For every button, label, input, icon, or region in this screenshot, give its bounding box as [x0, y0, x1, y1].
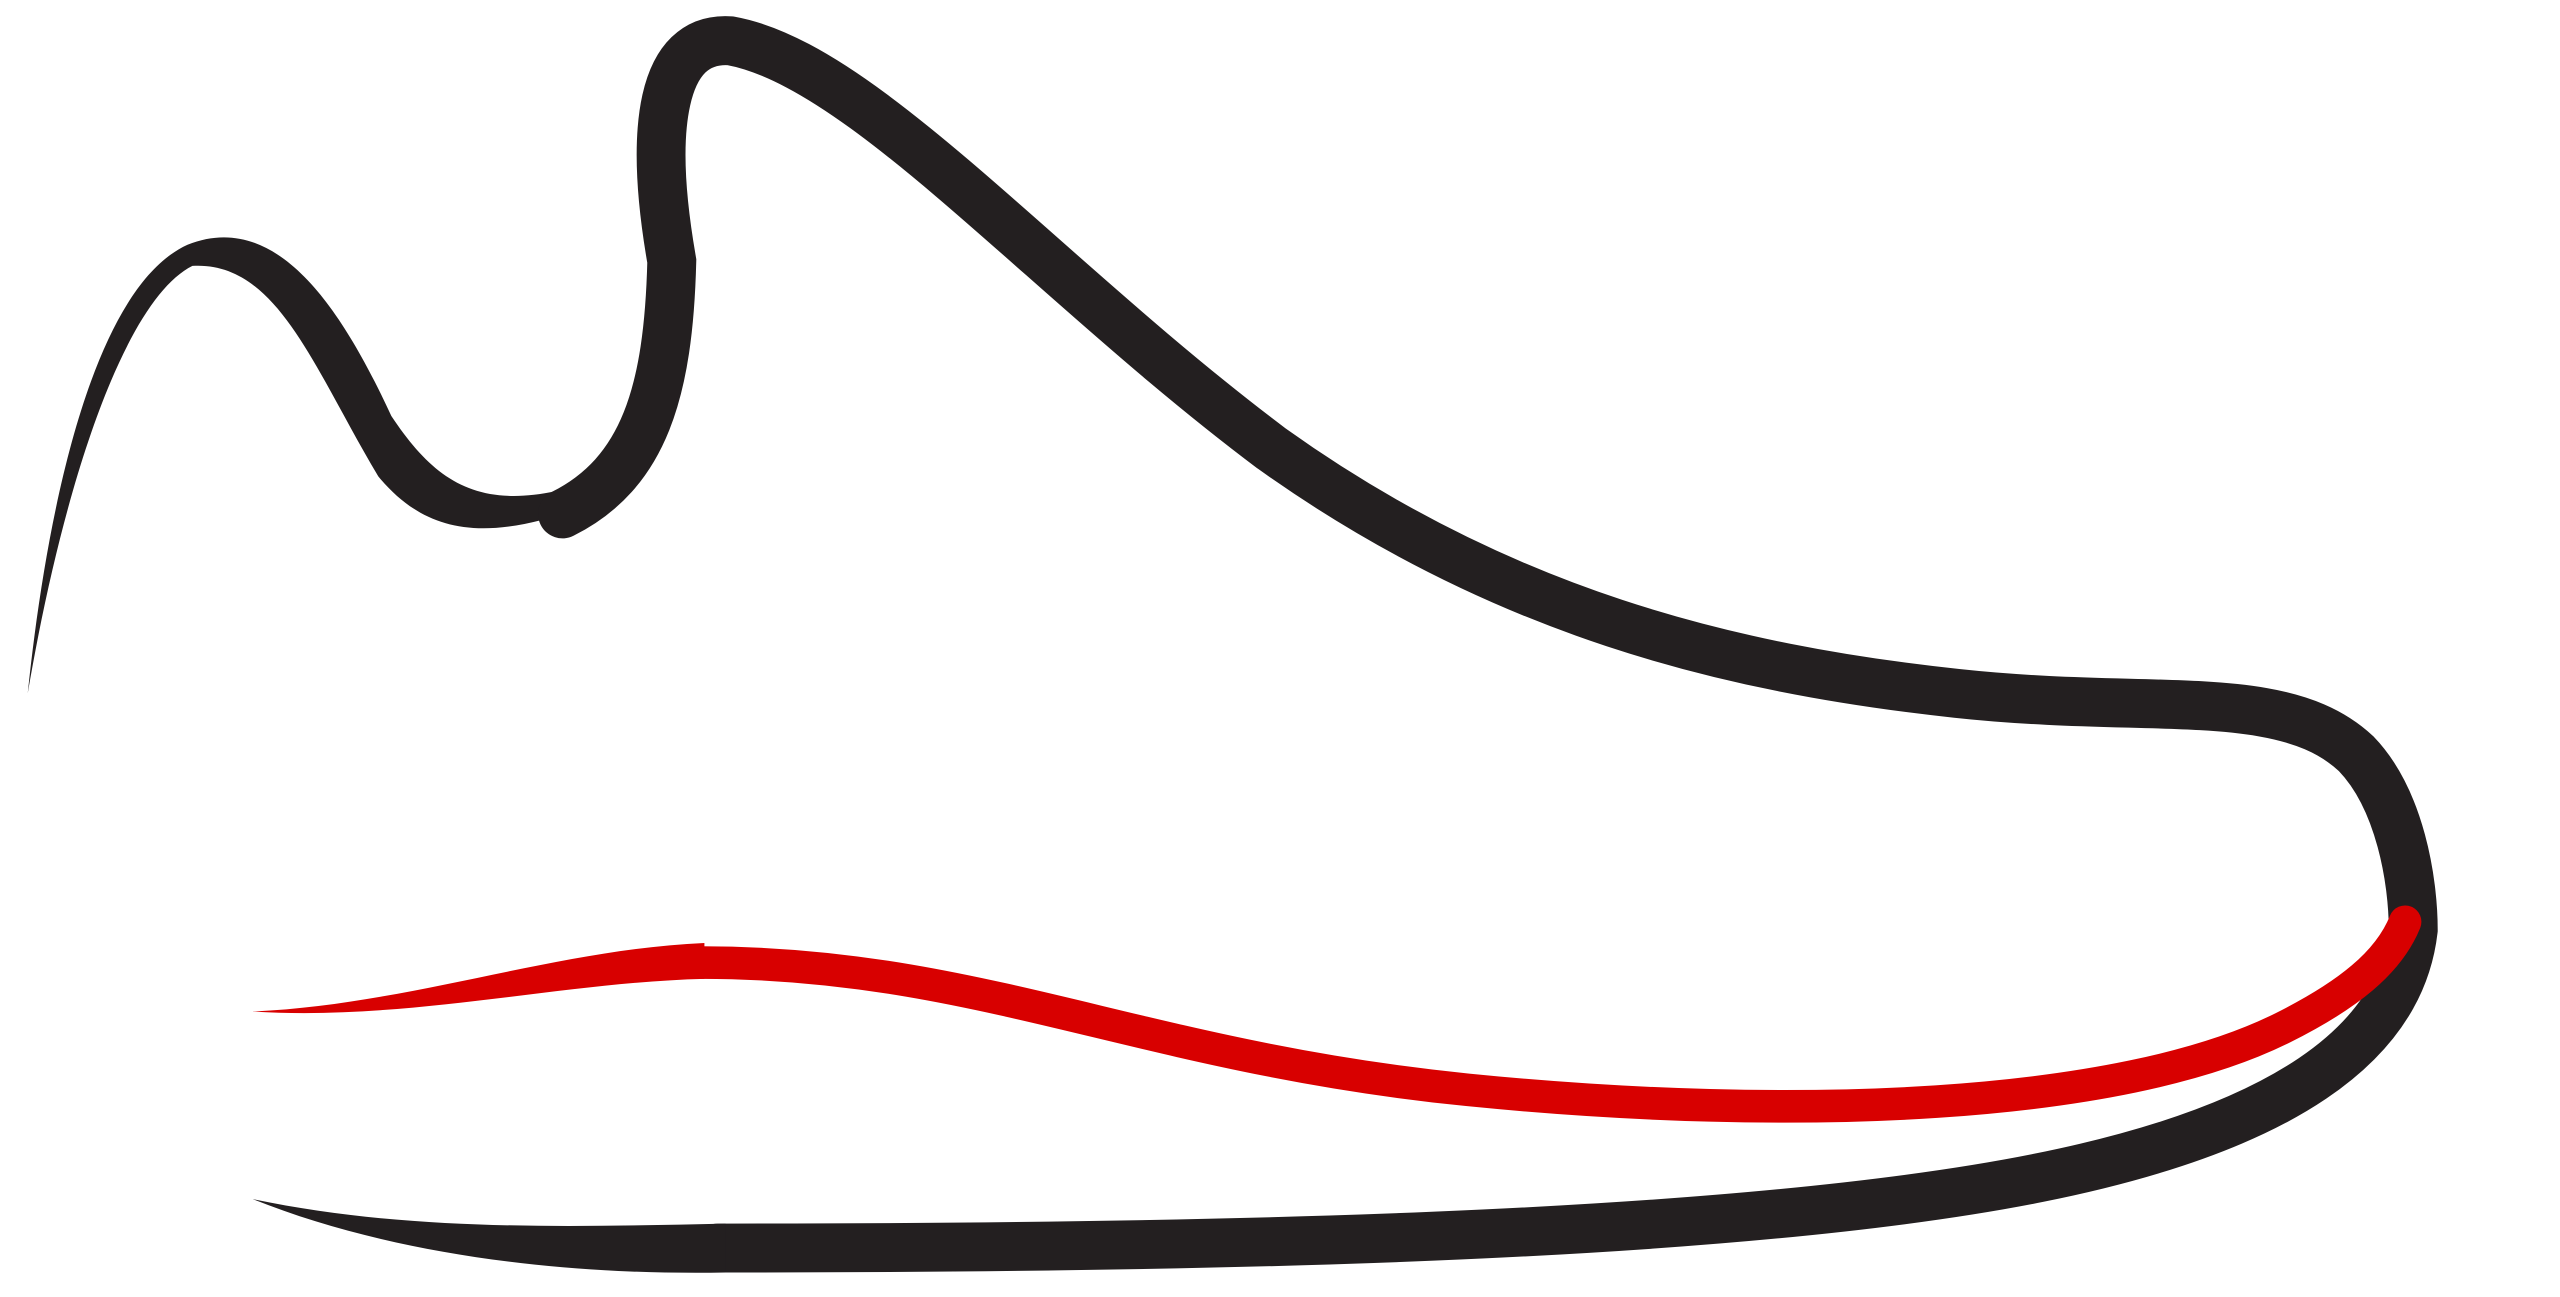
shoe-toe-swoosh	[27, 237, 607, 694]
shoe-midsole-tail	[252, 942, 705, 1014]
shoe-upper-outline	[538, 16, 2438, 1273]
shoe-sole-tail	[252, 1199, 726, 1273]
shoe-midsole-stripe	[684, 905, 2422, 1123]
